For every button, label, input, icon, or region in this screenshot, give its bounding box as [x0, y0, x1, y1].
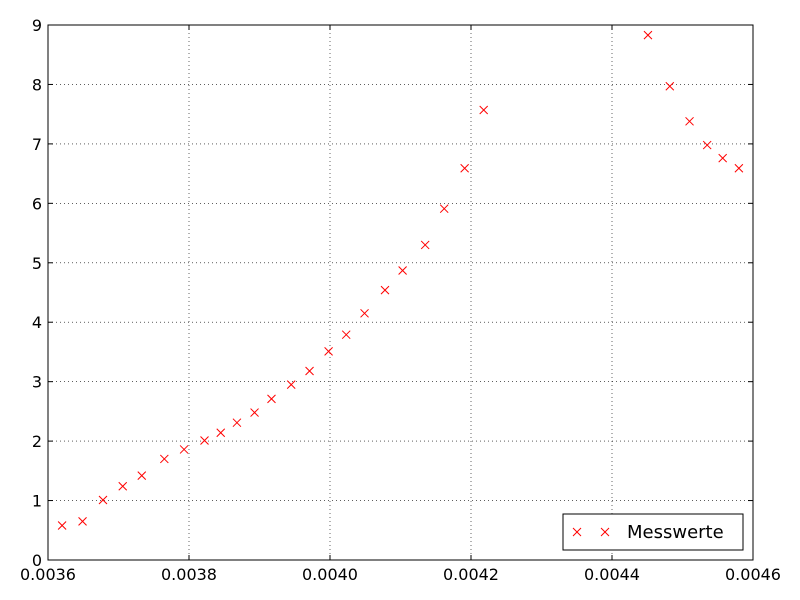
y-tick-label: 3: [32, 373, 42, 392]
data-point: [324, 346, 333, 356]
x-tick-label: 0.0042: [443, 565, 499, 584]
data-point: [665, 81, 675, 91]
data-point: [78, 517, 87, 526]
data-point: [250, 408, 259, 417]
data-points: [57, 30, 744, 530]
data-point: [718, 153, 728, 163]
y-tick-label: 9: [32, 16, 42, 35]
y-tick-label: 0: [32, 551, 42, 570]
y-tick-label: 1: [32, 492, 42, 511]
y-tick-label: 5: [32, 254, 42, 273]
grid-lines: [48, 25, 753, 560]
data-point: [57, 521, 67, 530]
y-tick-label: 6: [32, 194, 42, 213]
data-point: [118, 481, 128, 491]
legend-marker-x-icon: [572, 527, 610, 537]
y-tick-label: 2: [32, 432, 42, 451]
data-point: [159, 454, 169, 464]
data-point: [267, 394, 276, 404]
x-tick-label: 0.0040: [302, 565, 358, 584]
x-tick-label: 0.0046: [725, 565, 781, 584]
data-point: [232, 418, 242, 428]
y-tick-label: 8: [32, 75, 42, 94]
data-point: [734, 163, 744, 173]
data-point: [286, 380, 296, 389]
data-point: [643, 30, 653, 40]
legend-entry-label: Messwerte: [627, 522, 724, 543]
axis-ticks: 0.0036 0.0038 0.0040 0.0042 0.0044 0.0046 0 1 2 3…: [20, 16, 781, 584]
data-point: [439, 204, 449, 214]
x-tick-label: 0.0036: [20, 565, 76, 584]
data-point: [398, 266, 407, 275]
x-tick-label: 0.0044: [584, 565, 640, 584]
legend-box: [562, 513, 744, 551]
legend-marker-right: [600, 527, 610, 537]
data-point: [702, 140, 712, 150]
data-point: [341, 330, 351, 340]
y-tick-label: 4: [32, 313, 42, 332]
plot-frame: [47, 24, 754, 561]
legend: Messwerte: [562, 513, 744, 551]
x-tick-label: 0.0038: [161, 565, 217, 584]
legend-marker-left: [572, 527, 582, 537]
data-point: [216, 428, 226, 438]
data-point: [685, 116, 694, 126]
data-point: [380, 285, 390, 295]
y-tick-label: 7: [32, 135, 42, 154]
data-point: [460, 163, 470, 173]
data-point: [200, 436, 209, 445]
data-point: [420, 240, 430, 250]
data-point: [479, 105, 489, 115]
data-point: [305, 366, 314, 376]
data-point: [179, 445, 189, 454]
data-point: [360, 308, 369, 318]
data-point: [98, 495, 108, 505]
data-point: [137, 471, 147, 480]
